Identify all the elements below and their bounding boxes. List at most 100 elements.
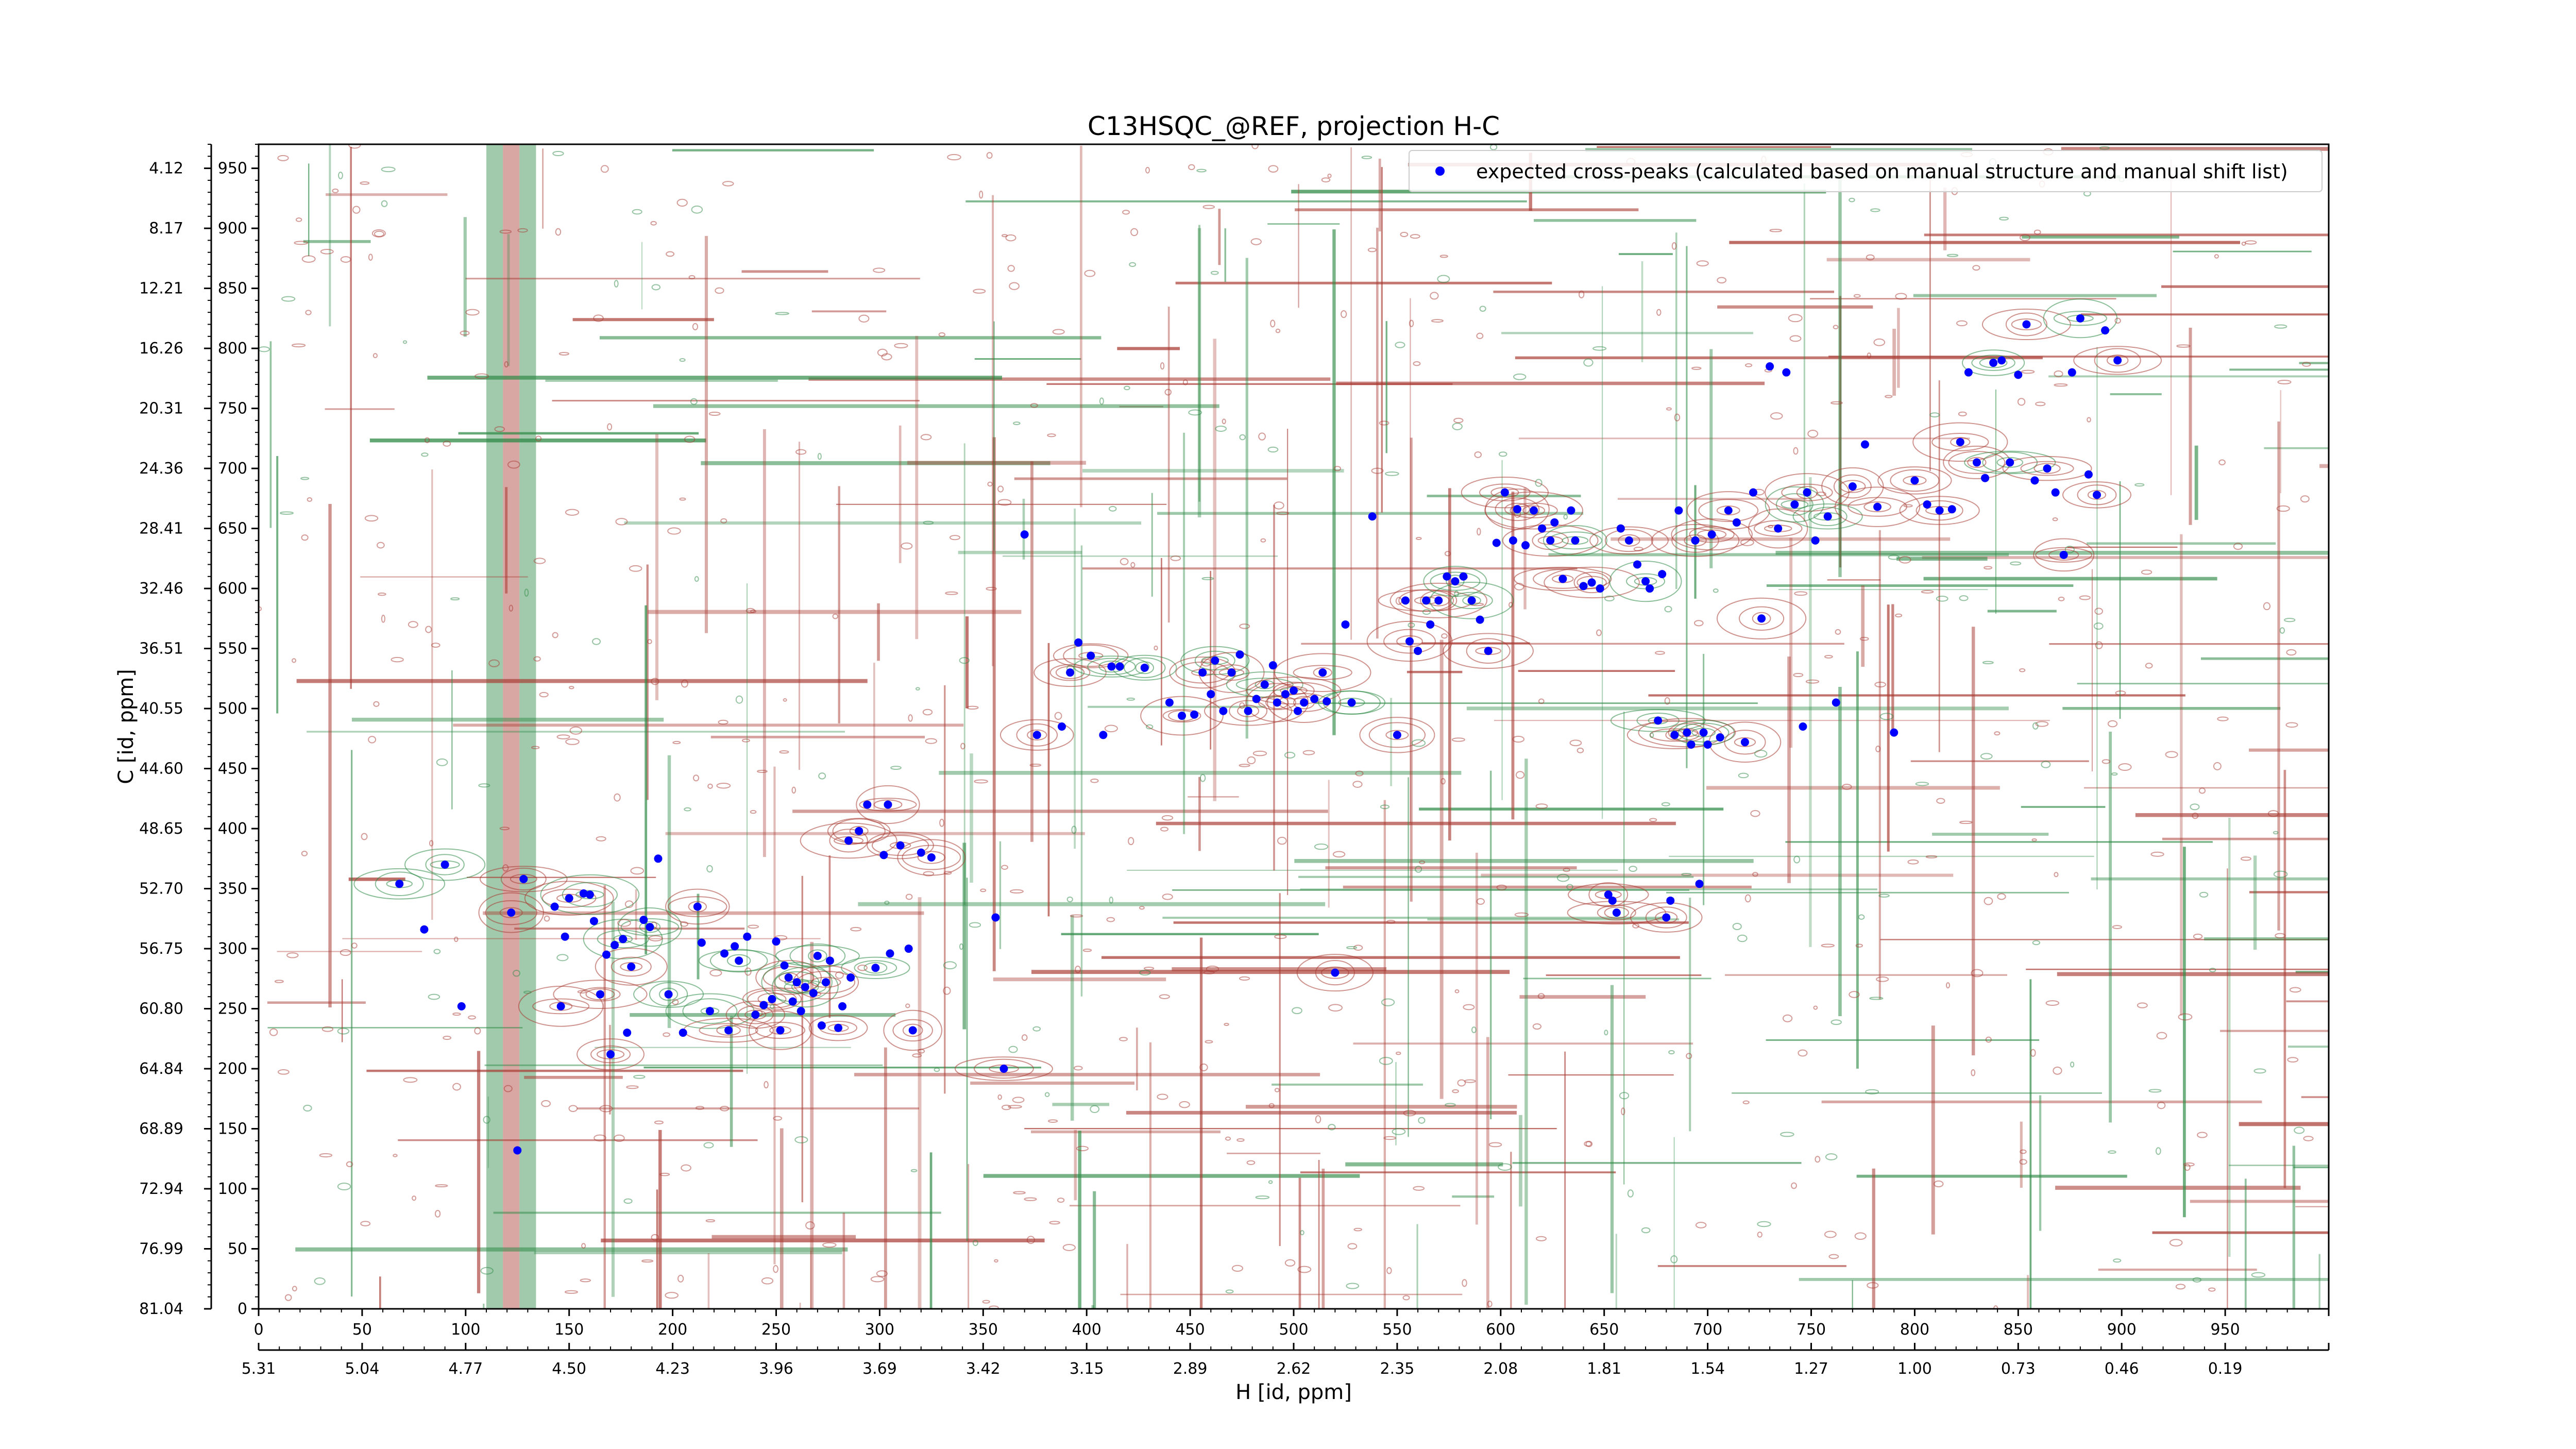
cross-peak-point — [1691, 536, 1700, 545]
ppm-y-tick-label: 16.26 — [139, 340, 183, 358]
noise-speck-377 — [1422, 609, 1431, 615]
cross-peak-point — [1558, 575, 1567, 583]
noise-speck-574 — [1250, 238, 1262, 245]
cross-peak-point — [1707, 530, 1716, 539]
noise-speck-359 — [303, 1104, 312, 1112]
noise-speck-384 — [2031, 838, 2037, 842]
contour-ring-52-1 — [829, 829, 868, 853]
cross-peak-point — [1451, 577, 1460, 586]
noise-speck-409 — [552, 150, 564, 156]
noise-speck-149 — [2035, 721, 2049, 727]
noise-speck-558 — [1453, 417, 1464, 424]
y-tick-label: 600 — [218, 580, 247, 598]
cross-peak-point — [1666, 896, 1675, 905]
contour-ring-16-0 — [577, 1038, 645, 1071]
noise-speck-317 — [2289, 987, 2301, 993]
noise-speck-107 — [377, 592, 386, 596]
noise-speck-635 — [1215, 425, 1227, 432]
contour-ring-148-1 — [1677, 722, 1730, 743]
cross-peak-point — [1823, 512, 1832, 521]
noise-speck-447 — [1161, 815, 1174, 821]
cross-peak-point — [1115, 662, 1124, 671]
noise-speck-102 — [1119, 1037, 1128, 1041]
noise-speck-426 — [2277, 380, 2292, 384]
noise-speck-23 — [1813, 1005, 1818, 1010]
noise-speck-545 — [2145, 663, 2153, 669]
cross-peak-point — [1368, 512, 1377, 521]
noise-speck-361 — [703, 1142, 714, 1149]
contour-ring-58-0 — [856, 785, 920, 824]
x-tick-label: 550 — [1382, 1321, 1412, 1339]
cross-peak-point — [884, 800, 892, 809]
contour-ring-32-1 — [709, 949, 768, 973]
contour-ring-152-0 — [1686, 491, 1770, 530]
noise-speck-529 — [1415, 537, 1422, 541]
noise-speck-146 — [1696, 260, 1709, 266]
noise-speck-50 — [1258, 432, 1266, 441]
contour-ring-32-0 — [698, 949, 779, 972]
noise-speck-443 — [2032, 940, 2041, 946]
contour-ring-170-2 — [1903, 476, 1927, 485]
y-tick-label: 250 — [218, 1000, 247, 1018]
contour-ring-26-2 — [688, 901, 707, 913]
contour-ring-102-2 — [1385, 730, 1409, 740]
noise-speck-614 — [1328, 1004, 1343, 1012]
cross-peak-point — [731, 942, 739, 951]
noise-speck-551 — [1566, 884, 1573, 890]
noise-speck-297 — [2287, 1057, 2299, 1063]
noise-speck-620 — [934, 1067, 940, 1072]
noise-speck-583 — [1225, 1289, 1234, 1294]
cross-peak-point — [646, 923, 654, 932]
noise-speck-629 — [1013, 1191, 1026, 1194]
cross-peak-point — [1695, 880, 1704, 888]
contour-ring-128-2 — [1577, 576, 1607, 589]
y-tick-label: 500 — [218, 700, 247, 718]
ppm-x-tick-label: 4.23 — [655, 1360, 690, 1378]
cross-peak-point — [1422, 596, 1431, 605]
ppm-y-tick-label: 24.36 — [139, 460, 183, 478]
noise-speck-269 — [1321, 177, 1331, 183]
cross-peak-point — [1703, 740, 1712, 749]
contour-ring-38-0 — [748, 1010, 812, 1050]
contour-ring-68-1 — [1016, 723, 1058, 747]
cross-peak-point — [579, 889, 588, 898]
noise-speck-124 — [681, 1164, 691, 1172]
noise-speck-654 — [1512, 735, 1524, 743]
noise-speck-510 — [1496, 884, 1507, 890]
noise-speck-76 — [1556, 873, 1570, 882]
y-tick-label: 800 — [218, 340, 247, 358]
noise-speck-688 — [1997, 893, 2006, 900]
contour-ring-4-2 — [499, 907, 523, 918]
noise-speck-197 — [1629, 866, 1637, 872]
noise-speck-22 — [2156, 1032, 2167, 1040]
ppm-x-tick-label: 1.00 — [1897, 1360, 1932, 1378]
cross-peak-point — [908, 1026, 917, 1035]
noise-speck-568 — [2183, 1162, 2195, 1167]
contour-ring-150-2 — [1697, 529, 1727, 540]
cross-peak-point — [2043, 464, 2052, 473]
noise-speck-578 — [663, 1032, 670, 1037]
noise-speck-694 — [1108, 506, 1117, 512]
noise-speck-600 — [1415, 866, 1422, 873]
cross-peak-point — [395, 880, 404, 888]
noise-speck-471 — [408, 621, 418, 628]
noise-speck-94 — [2294, 1126, 2305, 1134]
noise-speck-552 — [281, 296, 296, 302]
noise-speck-369 — [1048, 1119, 1058, 1123]
contour-ring-156-0 — [1716, 597, 1807, 639]
noise-speck-407 — [1300, 1230, 1304, 1236]
y-tick-label: 0 — [238, 1300, 247, 1318]
noise-speck-389 — [1268, 1180, 1273, 1184]
noise-speck-7 — [905, 1003, 910, 1008]
noise-speck-469 — [1537, 993, 1545, 999]
noise-speck-202 — [301, 255, 316, 263]
noise-speck-143 — [1199, 1063, 1208, 1071]
noise-speck-625 — [2240, 856, 2251, 861]
contour-ring-10-0 — [524, 881, 614, 916]
noise-speck-155 — [1816, 492, 1826, 497]
noise-speck-646 — [1367, 247, 1377, 252]
cross-peak-point — [2113, 356, 2122, 365]
noise-speck-34 — [1655, 651, 1665, 655]
contour-ring-24-1 — [649, 982, 688, 1007]
contour-ring-148-2 — [1691, 728, 1716, 737]
